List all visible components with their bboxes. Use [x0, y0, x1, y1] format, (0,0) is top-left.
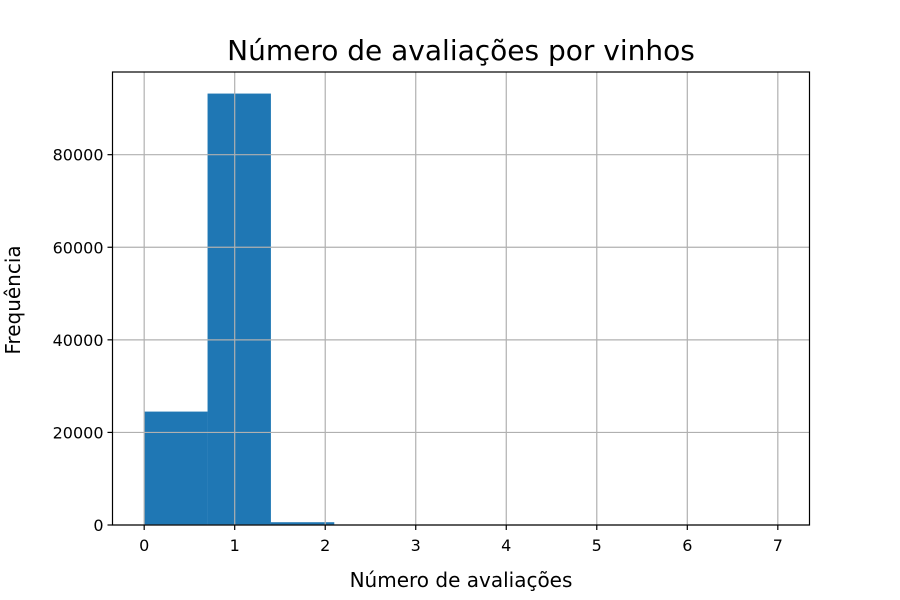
y-tick-label-40000: 40000 [53, 331, 104, 350]
x-tick-label-1: 1 [230, 536, 240, 555]
bars [144, 93, 588, 525]
x-tick-label-2: 2 [320, 536, 330, 555]
x-tick-label-6: 6 [682, 536, 692, 555]
x-tick-label-0: 0 [139, 536, 149, 555]
x-tick-label-5: 5 [592, 536, 602, 555]
y-tick-label-20000: 20000 [53, 423, 104, 442]
ticks: 0 1 2 3 4 5 6 7 0 20000 40000 60000 80000 [53, 146, 783, 555]
histogram-bar-0 [144, 411, 208, 525]
histogram-bar-1 [207, 93, 271, 525]
histogram-bar-2 [270, 522, 335, 525]
chart-title: Número de avaliações por vinhos [227, 34, 695, 67]
x-axis-label: Número de avaliações [350, 568, 573, 592]
y-tick-label-0: 0 [93, 516, 103, 535]
y-tick-label-60000: 60000 [53, 238, 104, 257]
axes [111, 71, 811, 526]
x-tick-label-3: 3 [411, 536, 421, 555]
axes-frame [111, 71, 811, 526]
x-tick-label-7: 7 [773, 536, 783, 555]
y-tick-label-80000: 80000 [53, 146, 104, 165]
x-tick-label-4: 4 [501, 536, 511, 555]
y-axis-label: Frequência [1, 245, 25, 354]
